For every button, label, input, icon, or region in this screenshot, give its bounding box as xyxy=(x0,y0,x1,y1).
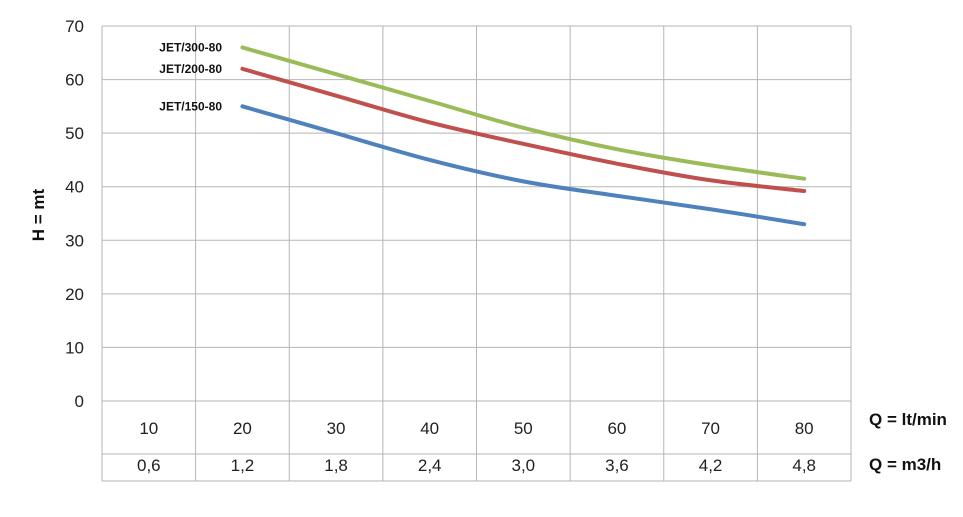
x-tick-label: 1,8 xyxy=(324,456,348,475)
series-label: JET/300-80 xyxy=(159,40,222,54)
y-axis-label: H = mt xyxy=(29,188,48,241)
y-tick-label: 60 xyxy=(65,71,84,90)
grid xyxy=(101,25,852,482)
y-tick-label: 10 xyxy=(65,338,84,357)
x-axis-unit-label: Q = lt/min xyxy=(869,410,947,429)
x-axis-rows: 10 20 30 40 50 60 70 80 Q = lt/min 0,6 1,2 1,8 2,4 3,… xyxy=(137,410,947,475)
series-line-jet-300-80 xyxy=(240,45,807,181)
x-axis-unit-label: Q = m3/h xyxy=(869,455,941,474)
x-tick-label: 20 xyxy=(233,419,252,438)
series-label: JET/150-80 xyxy=(159,99,222,113)
y-tick-label: 20 xyxy=(65,285,84,304)
x-tick-label: 40 xyxy=(420,419,439,438)
x-tick-label: 0,6 xyxy=(137,456,161,475)
x-tick-label: 4,2 xyxy=(699,456,723,475)
x-tick-label: 80 xyxy=(795,419,814,438)
x-tick-label: 4,8 xyxy=(792,456,816,475)
x-tick-label: 3,0 xyxy=(511,456,535,475)
y-axis-ticks: 0 10 20 30 40 50 60 70 xyxy=(65,17,84,411)
x-tick-label: 30 xyxy=(327,419,346,438)
y-tick-label: 40 xyxy=(65,178,84,197)
x-tick-label: 60 xyxy=(607,419,626,438)
series-label: JET/200-80 xyxy=(159,62,222,76)
series-labels: JET/300-80 JET/200-80 JET/150-80 xyxy=(159,40,222,113)
series-line-jet-150-80 xyxy=(240,104,807,227)
x-tick-label: 50 xyxy=(514,419,533,438)
x-tick-label: 10 xyxy=(139,419,158,438)
x-tick-label: 70 xyxy=(701,419,720,438)
y-tick-label: 70 xyxy=(65,17,84,36)
y-tick-label: 30 xyxy=(65,231,84,250)
x-tick-label: 1,2 xyxy=(231,456,255,475)
y-tick-label: 0 xyxy=(75,392,84,411)
series-lines xyxy=(240,45,807,227)
series-line-jet-200-80 xyxy=(240,66,807,193)
x-tick-label: 2,4 xyxy=(418,456,442,475)
x-tick-label: 3,6 xyxy=(605,456,629,475)
y-tick-label: 50 xyxy=(65,124,84,143)
